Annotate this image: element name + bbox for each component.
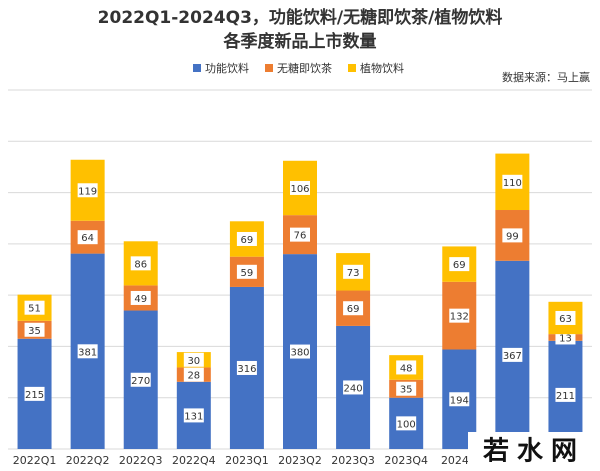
value-label-box: [502, 174, 523, 189]
value-label: 106: [290, 184, 309, 195]
value-label-box: [77, 344, 98, 359]
value-label-box: [502, 228, 523, 243]
watermark-bg: [468, 432, 600, 471]
x-tick-label: 2023Q4: [384, 454, 428, 467]
value-label: 211: [556, 391, 575, 402]
x-tick-label: 2022Q2: [66, 454, 110, 467]
legend: 功能饮料 无糖即饮茶 植物饮料: [193, 61, 404, 75]
value-label: 69: [453, 260, 466, 271]
source-note: 数据来源：马上赢: [502, 70, 590, 84]
value-label: 380: [290, 348, 309, 359]
value-label-box: [24, 300, 45, 315]
value-label: 367: [503, 351, 522, 362]
value-label-box: [502, 347, 523, 362]
value-label: 28: [187, 371, 200, 382]
value-label-box: [343, 301, 364, 316]
value-label-box: [183, 408, 204, 423]
x-tick-label: 2023Q3: [331, 454, 375, 467]
value-label-box: [183, 352, 204, 367]
value-label-box: [396, 360, 417, 375]
value-label: 100: [397, 419, 416, 430]
value-label: 35: [28, 326, 41, 337]
value-label: 59: [241, 268, 254, 279]
value-label: 30: [187, 356, 200, 367]
value-label: 35: [400, 385, 413, 396]
legend-label: 植物饮料: [360, 61, 404, 75]
value-label: 48: [400, 363, 413, 374]
value-label: 131: [184, 411, 203, 422]
value-label-box: [236, 360, 257, 375]
value-label: 270: [131, 376, 150, 387]
value-label-box: [290, 344, 310, 359]
value-label-box: [396, 416, 417, 431]
value-label-box: [130, 372, 151, 387]
value-label-box: [449, 392, 470, 407]
chart-title: 2022Q1-2024Q3，功能饮料/无糖即饮茶/植物饮料: [98, 7, 503, 28]
value-label-box: [130, 256, 151, 271]
value-label: 119: [78, 186, 97, 197]
x-tick-label: 2023Q2: [278, 454, 322, 467]
value-label-box: [24, 322, 45, 337]
value-label-box: [343, 264, 364, 279]
value-label: 69: [347, 304, 360, 315]
value-label: 132: [450, 312, 469, 323]
value-label-box: [130, 290, 151, 305]
value-label: 215: [25, 390, 44, 401]
value-label: 194: [450, 395, 469, 406]
value-label: 240: [344, 383, 363, 394]
value-label: 73: [347, 268, 360, 279]
value-label: 13: [559, 333, 572, 344]
value-label-box: [77, 230, 98, 245]
value-label-box: [77, 183, 98, 198]
value-label: 51: [28, 304, 41, 315]
value-label-box: [396, 381, 417, 396]
legend-label: 无糖即饮茶: [277, 61, 332, 75]
value-label-box: [449, 257, 470, 272]
value-label: 110: [503, 178, 522, 189]
value-label: 64: [81, 233, 94, 244]
x-tick-label: 2023Q1: [225, 454, 269, 467]
legend-swatch: [348, 64, 356, 72]
value-label-box: [290, 180, 310, 195]
value-label: 69: [241, 235, 254, 246]
value-label: 316: [237, 364, 256, 375]
value-label-box: [183, 367, 204, 382]
x-tick-label: 2022Q4: [172, 454, 216, 467]
legend-swatch: [265, 64, 273, 72]
legend-swatch: [193, 64, 201, 72]
value-label: 63: [559, 314, 572, 325]
watermark: 若水网: [483, 437, 585, 467]
value-label-box: [343, 380, 364, 395]
value-label: 99: [506, 231, 519, 242]
value-label: 49: [134, 294, 147, 305]
value-label: 381: [78, 347, 97, 358]
legend-label: 功能饮料: [205, 61, 249, 75]
value-label: 86: [134, 259, 147, 270]
value-label-box: [290, 227, 310, 242]
value-label-box: [449, 308, 470, 323]
x-tick-label: 2022Q3: [119, 454, 163, 467]
value-label-box: [555, 310, 576, 325]
value-label-box: [236, 231, 257, 246]
value-label-box: [236, 264, 257, 279]
value-label-box: [24, 386, 45, 401]
chart-subtitle: 各季度新品上市数量: [223, 31, 377, 52]
value-label: 76: [294, 231, 307, 242]
value-label-box: [555, 387, 576, 402]
x-tick-label: 2022Q1: [13, 454, 57, 467]
